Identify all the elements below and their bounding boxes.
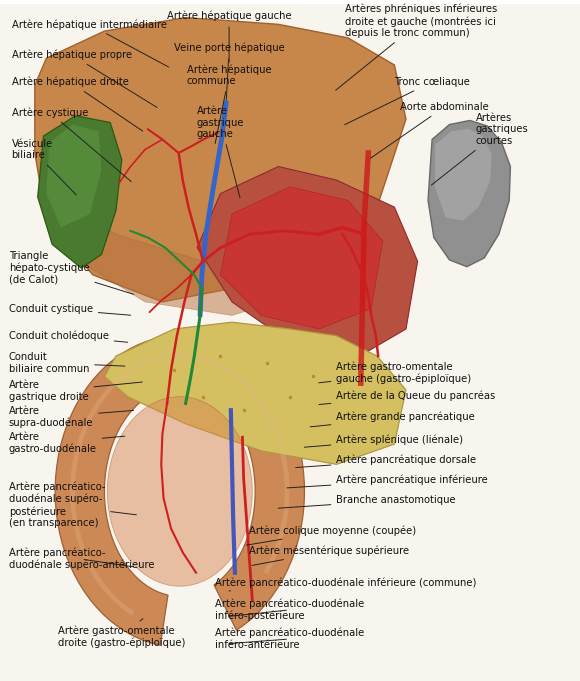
Text: Artère pancréatico-duodénale
inféro-antérieure: Artère pancréatico-duodénale inféro-anté… — [215, 628, 364, 650]
Text: Artère pancréatique inférieure: Artère pancréatique inférieure — [287, 475, 488, 488]
Text: Artère cystique: Artère cystique — [12, 107, 131, 182]
Polygon shape — [55, 336, 305, 645]
Text: Artère hépatique
commune: Artère hépatique commune — [187, 64, 271, 144]
Text: Artère
gastrique droite: Artère gastrique droite — [9, 381, 142, 402]
Text: Artère hépatique intermédiaire: Artère hépatique intermédiaire — [12, 19, 169, 67]
Polygon shape — [35, 18, 406, 302]
Text: Veine porte hépatique: Veine porte hépatique — [174, 43, 284, 99]
Text: Artère pancréatico-
duodénale supéro-antérieure: Artère pancréatico- duodénale supéro-ant… — [9, 548, 154, 571]
Text: Artère gastro-omentale
droite (gastro-épiploïque): Artère gastro-omentale droite (gastro-ép… — [58, 618, 186, 648]
Text: Artère pancréatico-duodénale inférieure (commune): Artère pancréatico-duodénale inférieure … — [215, 577, 476, 591]
Text: Artère gastro-omentale
gauche (gastro-épiploïque): Artère gastro-omentale gauche (gastro-ép… — [319, 362, 472, 384]
Polygon shape — [197, 167, 418, 356]
Polygon shape — [104, 322, 406, 464]
Polygon shape — [220, 187, 383, 329]
Polygon shape — [38, 116, 122, 268]
Text: Artère de la Queue du pancréas: Artère de la Queue du pancréas — [319, 390, 496, 405]
Text: Artère
gastrique
gauche: Artère gastrique gauche — [197, 106, 244, 197]
Text: Artère pancréatique dorsale: Artère pancréatique dorsale — [296, 454, 477, 468]
Text: Artère hépatique droite: Artère hépatique droite — [12, 77, 143, 131]
Polygon shape — [428, 121, 510, 267]
Text: Artère hépatique gauche: Artère hépatique gauche — [167, 11, 291, 62]
Text: Artères phréniques inférieures
droite et gauche (montrées ici
depuis le tronc co: Artères phréniques inférieures droite et… — [336, 4, 497, 91]
Text: Artère colique moyenne (coupée): Artère colique moyenne (coupée) — [246, 526, 416, 545]
Text: Triangle
hépato-cystique
(de Calot): Triangle hépato-cystique (de Calot) — [9, 251, 133, 294]
Polygon shape — [46, 125, 102, 227]
Text: Conduit
biliaire commun: Conduit biliaire commun — [9, 352, 125, 374]
Text: Artère grande pancréatique: Artère grande pancréatique — [310, 412, 475, 427]
Text: Artères
gastriques
courtes: Artères gastriques courtes — [432, 112, 528, 185]
Text: Artère
gastro-duodénale: Artère gastro-duodénale — [9, 432, 125, 454]
Text: Vésicule
biliaire: Vésicule biliaire — [12, 139, 77, 195]
Text: Branche anastomotique: Branche anastomotique — [278, 495, 456, 508]
Text: Artère pancréatico-
duodénale supéro-
postérieure
(en transparence): Artère pancréatico- duodénale supéro- po… — [9, 481, 136, 528]
Text: Tronc cœliaque: Tronc cœliaque — [345, 77, 470, 125]
Text: Conduit cholédoque: Conduit cholédoque — [9, 330, 128, 343]
Polygon shape — [435, 129, 492, 221]
Ellipse shape — [107, 396, 252, 586]
Text: Artère splénique (liénale): Artère splénique (liénale) — [304, 434, 463, 447]
Text: Artère pancréatico-duodénale
inféro-postérieure: Artère pancréatico-duodénale inféro-post… — [215, 599, 364, 621]
Text: Aorte abdominale: Aorte abdominale — [371, 102, 489, 158]
Text: Artère
supra-duodénale: Artère supra-duodénale — [9, 406, 133, 428]
Text: Artère hépatique propre: Artère hépatique propre — [12, 50, 157, 108]
Text: Conduit cystique: Conduit cystique — [9, 304, 130, 315]
Text: Artère mésentérique supérieure: Artère mésentérique supérieure — [249, 545, 409, 565]
Polygon shape — [0, 4, 580, 681]
Polygon shape — [46, 193, 336, 315]
